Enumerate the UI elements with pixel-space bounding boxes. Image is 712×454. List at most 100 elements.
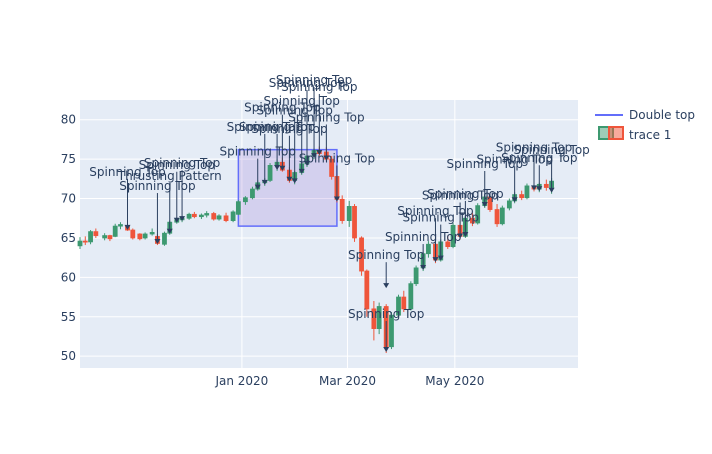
annotation-arrowhead	[311, 153, 318, 159]
legend-item-trace-1[interactable]: trace 1	[598, 126, 671, 142]
annotation: Spinning Top	[281, 80, 358, 155]
candle-decreasing	[107, 234, 113, 242]
candle-body	[359, 237, 364, 272]
candle-body	[186, 213, 192, 219]
candle-increasing	[216, 214, 222, 221]
candle-body	[267, 165, 273, 181]
annotation-arrowhead	[548, 187, 555, 193]
candle-decreasing	[401, 290, 407, 313]
candle-increasing	[204, 211, 210, 218]
annotation-arrowhead	[154, 239, 161, 245]
candle-decreasing	[93, 228, 99, 238]
candle-body	[401, 296, 407, 310]
candle-decreasing	[339, 195, 345, 224]
candle-increasing	[389, 312, 394, 350]
annotation: Spinning Top	[276, 73, 352, 159]
y-tick-label: 80	[61, 113, 76, 127]
annotation-label: Spinning Top	[348, 248, 424, 262]
candle-increasing	[186, 212, 192, 220]
candle-increasing	[118, 222, 123, 230]
candle-body	[445, 241, 451, 248]
candle-decreasing	[82, 236, 88, 246]
axis-layer: 50 55 60 65 70 75 80 Jan 2020 Mar 2020 May 2020	[61, 113, 485, 388]
annotation-label: Spinning Top	[288, 110, 364, 124]
candle-body	[450, 224, 456, 248]
annotation-arrowhead	[298, 168, 305, 174]
annotation-arrowhead	[166, 228, 173, 234]
candle-increasing	[162, 231, 167, 246]
annotation: Spinning Top	[144, 156, 220, 222]
candle-body	[142, 233, 148, 239]
annotation-label: Spinning Top	[385, 230, 461, 244]
candle-body	[339, 198, 345, 221]
candle-increasing	[102, 233, 108, 241]
legend-label-double-top: Double top	[629, 108, 695, 122]
annotation-label: Spinning Top	[89, 165, 165, 179]
candle-body	[329, 158, 335, 177]
candle-body	[346, 206, 352, 221]
annotation-arrowhead	[531, 185, 538, 191]
annotation: Thrusting Pattern	[117, 169, 222, 234]
candle-decreasing	[130, 228, 136, 240]
annotation-arrowhead	[274, 164, 281, 170]
legend-item-double-top[interactable]: Double top	[595, 108, 695, 122]
candle-body	[426, 243, 431, 255]
annotation: Spinning Top	[385, 230, 461, 271]
candle-decreasing	[352, 204, 357, 242]
candle-body	[376, 306, 382, 329]
candle-body	[162, 232, 167, 245]
candle-increasing	[142, 232, 148, 240]
candle-increasing	[426, 241, 431, 258]
annotation-label: Spinning Top	[227, 120, 303, 134]
y-tick-label: 50	[61, 349, 76, 363]
annotation-label: Spinning Top	[397, 204, 473, 218]
annotation: Spinning Top	[227, 120, 303, 185]
candle-decreasing	[364, 269, 370, 317]
annotation: Spinning Top	[239, 120, 315, 170]
annotation-label: Spinning Top	[220, 145, 296, 159]
candle-body	[524, 185, 530, 199]
annotation-arrowhead	[261, 179, 268, 185]
candle-body	[371, 308, 377, 329]
annotation-arrowhead	[179, 216, 186, 222]
candle-increasing	[408, 281, 414, 311]
candle-increasing	[376, 302, 382, 335]
candle-increasing	[230, 210, 236, 223]
candle-increasing	[396, 294, 401, 319]
annotation-arrowhead	[286, 176, 293, 182]
candle-body	[223, 215, 229, 222]
candle-body	[130, 229, 136, 239]
y-tick-label: 75	[61, 152, 76, 166]
candle-body	[149, 232, 155, 235]
candle-body	[250, 188, 255, 199]
candle-body	[191, 213, 197, 218]
annotation-label: Spinning Top	[264, 94, 340, 108]
candle-decreasing	[470, 212, 475, 227]
annotation-arrowhead	[291, 178, 298, 184]
candle-decreasing	[329, 155, 335, 180]
legend[interactable]: Double top trace 1	[595, 108, 695, 142]
legend-label-trace-1: trace 1	[629, 128, 671, 142]
annotation: Spinning Top	[269, 76, 345, 166]
annotation: Spinning Top	[89, 165, 166, 230]
annotation: Spinning Top	[251, 122, 328, 182]
annotation-arrowhead	[432, 257, 439, 263]
annotation-label: Thrusting Pattern	[117, 169, 222, 183]
annotation-label: Spinning Top	[403, 211, 479, 225]
candle-body	[543, 183, 549, 188]
candle-body	[107, 235, 113, 240]
candle-body	[413, 267, 419, 285]
candle-body	[199, 214, 204, 218]
annotation: Spinning Top	[264, 94, 340, 174]
annotation-arrowhead	[481, 201, 488, 207]
annotation-label: Spinning Top	[513, 143, 589, 157]
annotation-label: Spinning Top	[447, 157, 523, 171]
legend-candle-swatch-decreasing	[608, 126, 624, 140]
annotation: Spinning Top	[348, 307, 424, 353]
candle-decreasing	[494, 204, 500, 227]
candle-body	[211, 213, 217, 220]
candle-body	[494, 209, 500, 225]
annotation-arrowhead	[383, 283, 390, 289]
candle-decreasing	[487, 193, 493, 212]
